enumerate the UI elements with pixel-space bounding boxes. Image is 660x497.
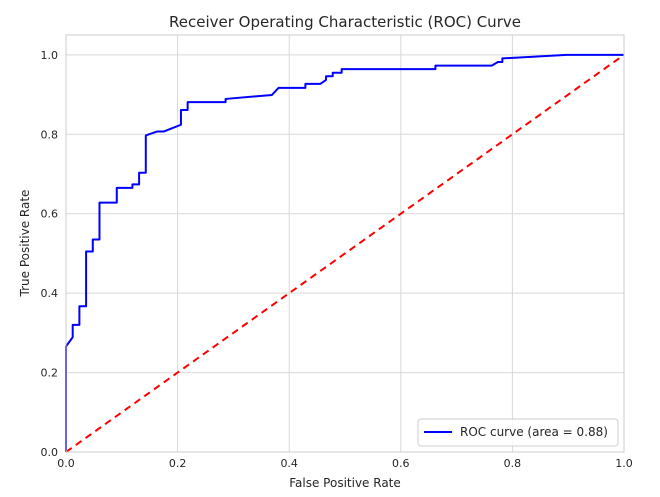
x-tick-label: 0.6 bbox=[392, 457, 410, 470]
y-tick-label: 0.8 bbox=[41, 128, 59, 141]
plot-frame bbox=[65, 34, 625, 453]
chart-title: Receiver Operating Characteristic (ROC) … bbox=[169, 13, 521, 31]
x-axis-label: False Positive Rate bbox=[289, 476, 401, 490]
x-tick-label: 0.8 bbox=[504, 457, 522, 470]
series-layer bbox=[65, 53, 625, 453]
plot-area bbox=[66, 35, 624, 452]
y-tick-label: 1.0 bbox=[41, 49, 59, 62]
x-tick-label: 1.0 bbox=[615, 457, 633, 470]
y-tick-label: 0.0 bbox=[41, 446, 59, 459]
y-tick-label: 0.2 bbox=[41, 367, 59, 380]
x-tick-label: 0.4 bbox=[280, 457, 298, 470]
y-tick-label: 0.4 bbox=[41, 287, 59, 300]
x-tick-label: 0.0 bbox=[57, 457, 75, 470]
y-tick-label: 0.6 bbox=[41, 208, 59, 221]
legend-label-roc: ROC curve (area = 0.88) bbox=[460, 425, 608, 439]
roc-curve-line bbox=[65, 53, 624, 452]
x-tick-labels: 0.0 0.2 0.4 0.6 0.8 1.0 bbox=[57, 457, 633, 470]
y-tick-labels: 0.0 0.2 0.4 0.6 0.8 1.0 bbox=[41, 49, 59, 459]
diagonal-reference-line bbox=[65, 54, 625, 453]
x-tick-label: 0.2 bbox=[169, 457, 187, 470]
legend: ROC curve (area = 0.88) bbox=[417, 418, 619, 447]
y-axis-label: True Positive Rate bbox=[18, 190, 32, 298]
legend-box bbox=[417, 418, 619, 447]
